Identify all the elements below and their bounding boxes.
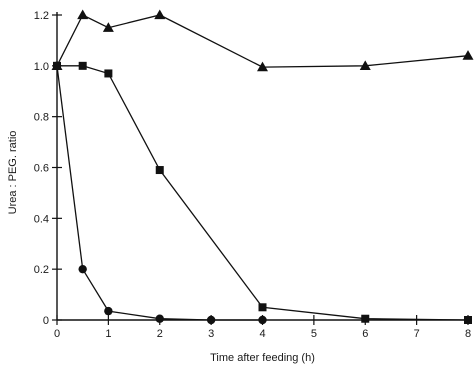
point-circle: [104, 306, 113, 316]
y-tick-label: 1.0: [34, 61, 49, 73]
x-tick-label: 7: [414, 328, 420, 340]
x-tick-label: 1: [105, 328, 111, 340]
series-square: [53, 61, 472, 324]
x-tick-label: 8: [465, 328, 471, 340]
y-tick-label: 0: [43, 315, 49, 327]
point-circle: [155, 314, 164, 323]
point-circle: [258, 315, 267, 325]
x-tick-label: 6: [362, 328, 368, 340]
point-square: [104, 69, 113, 78]
point-square: [78, 61, 87, 70]
point-circle: [52, 61, 62, 71]
y-tick-label: 0.2: [34, 264, 49, 276]
series-line-triangle: [56, 14, 469, 68]
x-tick-label: 2: [157, 328, 163, 340]
x-tick-label: 5: [311, 328, 317, 340]
point-square: [464, 316, 472, 324]
axes: 0 1 2 3 4 5 6 7 8 0 0.2 0.4 0.6 0.8 1.0 1.2: [34, 10, 471, 340]
y-tick-label: 0.8: [34, 112, 49, 124]
point-circle: [206, 315, 216, 325]
x-tick-label: 0: [54, 328, 60, 340]
y-axis-title: Urea : PEG. ratio: [7, 131, 19, 215]
point-square: [361, 314, 370, 323]
point-triangle: [462, 50, 474, 60]
point-triangle: [154, 9, 166, 20]
point-triangle: [77, 9, 89, 20]
series-circle: [52, 61, 267, 325]
x-tick-label: 3: [208, 328, 214, 340]
series-layer: [51, 9, 474, 325]
y-tick-label: 0.6: [34, 163, 49, 175]
series-line-square: [57, 65, 469, 321]
point-circle: [78, 264, 87, 274]
y-tick-label: 1.2: [34, 10, 49, 22]
series-line-circle: [56, 65, 263, 321]
series-triangle: [51, 9, 474, 72]
x-tick-label: 4: [259, 328, 265, 340]
point-square: [258, 303, 267, 312]
point-triangle: [257, 61, 268, 72]
point-triangle: [359, 60, 371, 70]
x-axis-title: Time after feeding (h): [210, 352, 315, 364]
point-triangle: [102, 22, 114, 32]
y-tick-label: 0.4: [34, 213, 49, 225]
point-square: [155, 166, 164, 175]
